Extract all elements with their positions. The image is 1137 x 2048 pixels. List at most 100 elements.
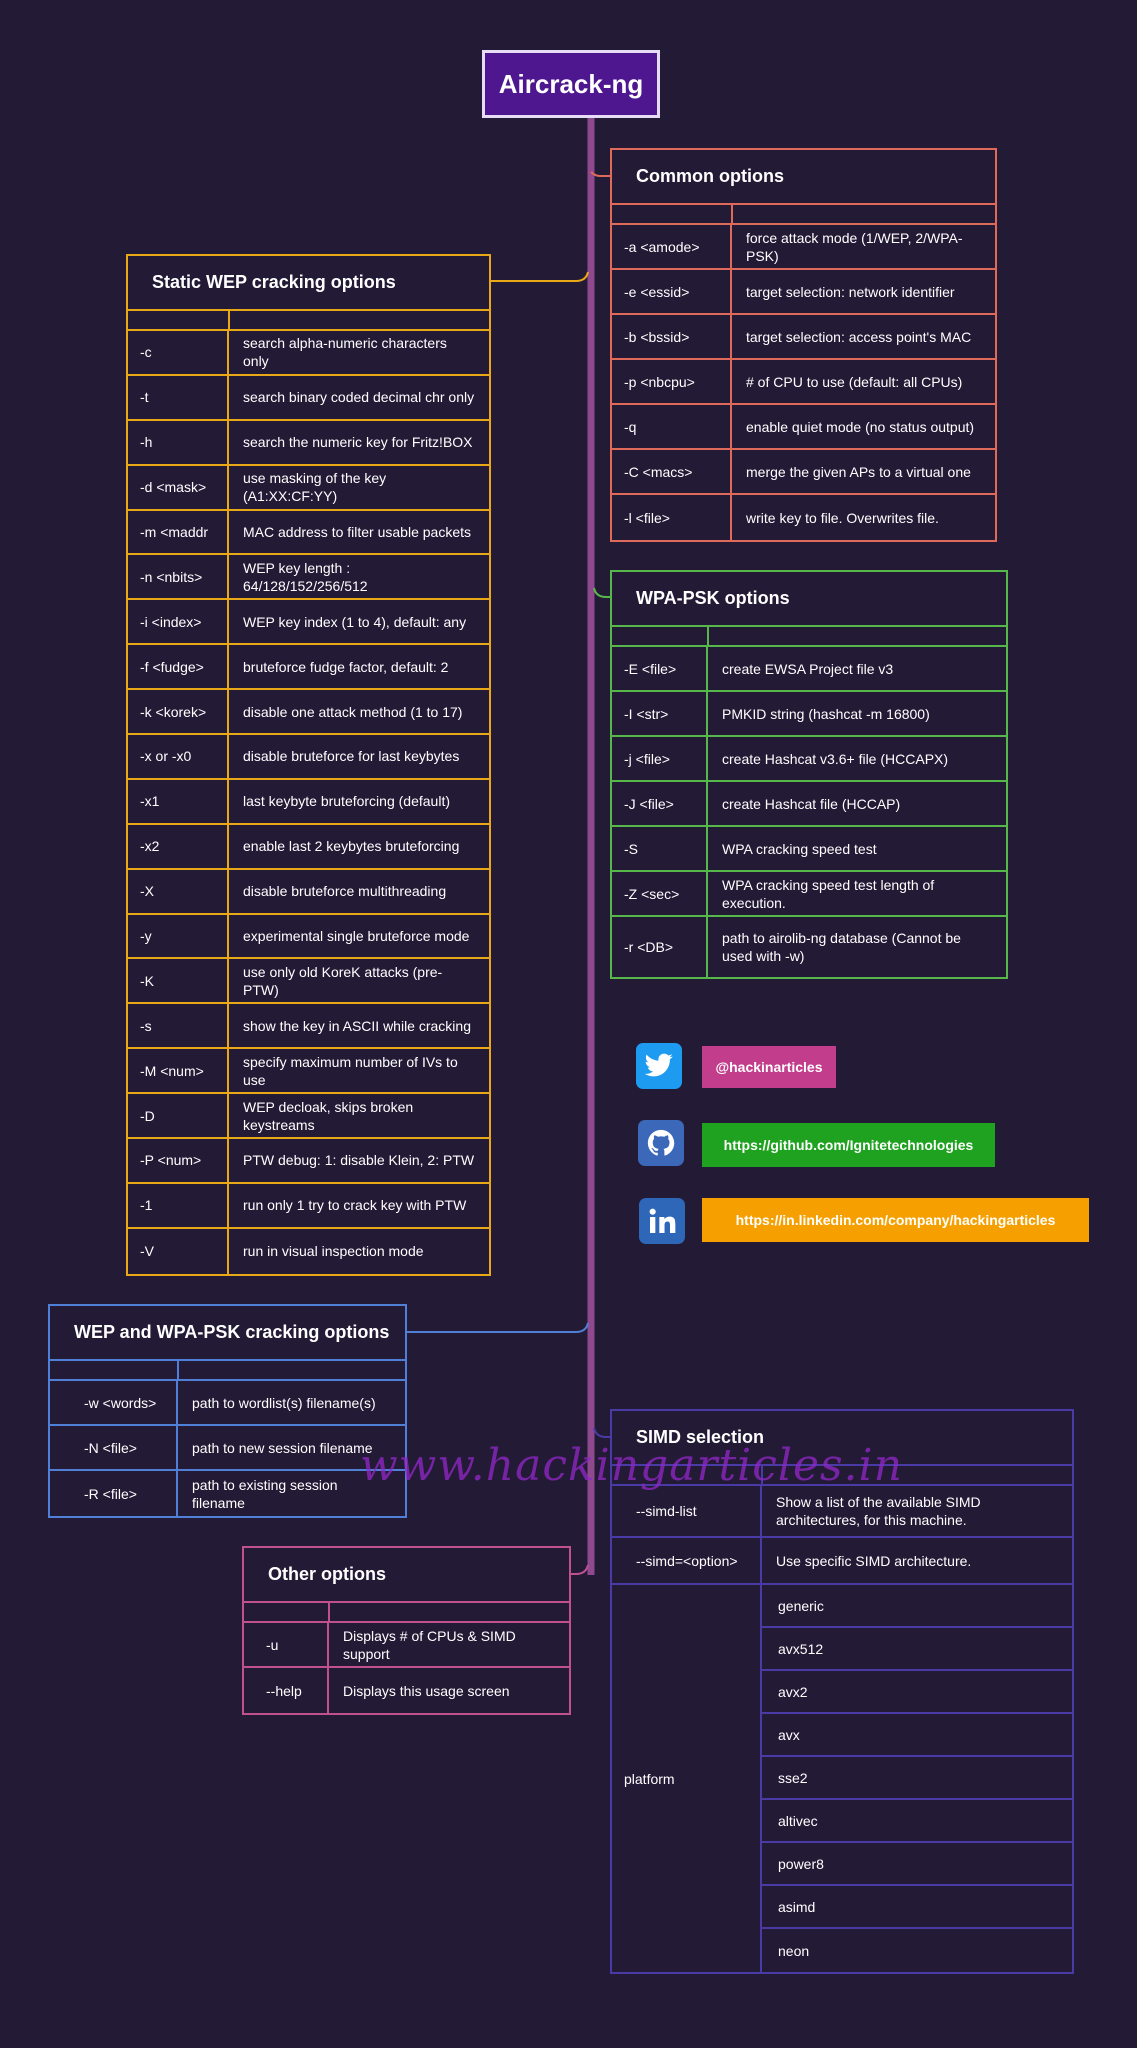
option-row: -n <nbits> WEP key length : 64/128/152/25… (128, 555, 489, 601)
option-flag: -d <mask> (128, 465, 229, 509)
option-flag: -e <essid> (612, 270, 732, 313)
option-row: -h search the numeric key for Fritz!BOX (128, 420, 489, 466)
platform-item: sse2 (762, 1757, 1072, 1800)
linkedin-link[interactable]: https://in.linkedin.com/company/hackinga… (702, 1198, 1089, 1242)
option-description: last keybyte bruteforcing (default) (243, 793, 450, 810)
option-row: -y experimental single bruteforce mode (128, 914, 489, 960)
option-flag: -b <bssid> (612, 315, 732, 358)
option-row: -S WPA cracking speed test (612, 827, 1006, 872)
option-flag: -y (128, 914, 229, 958)
option-row: -N <file> path to new session filename (50, 1426, 405, 1471)
twitter-icon[interactable] (636, 1043, 682, 1089)
watermark: www.hackingarticles.in (360, 1440, 903, 1491)
option-flag: -N <file> (50, 1426, 178, 1469)
option-flag: -a <amode> (612, 225, 732, 268)
option-description: # of CPU to use (default: all CPUs) (746, 373, 963, 390)
option-row: -X disable bruteforce multithreading (128, 869, 489, 915)
option-description: path to new session filename (192, 1439, 373, 1456)
option-description: path to wordlist(s) filename(s) (192, 1394, 376, 1411)
platform-item: generic (762, 1585, 1072, 1628)
option-row: -C <macs> merge the given APs to a virtua… (612, 450, 995, 495)
option-description: WPA cracking speed test (722, 840, 877, 857)
option-flag: -h (128, 420, 229, 464)
option-row: -x1 last keybyte bruteforcing (default) (128, 779, 489, 825)
option-description: Displays # of CPUs & SIMD support (343, 1627, 516, 1662)
option-description: target selection: network identifier (746, 283, 955, 300)
github-link[interactable]: https://github.com/Ignitetechnologies (702, 1123, 995, 1167)
platform-item: altivec (762, 1800, 1072, 1843)
option-description: enable quiet mode (no status output) (746, 418, 975, 435)
option-flag: -Z <sec> (612, 872, 708, 915)
simd-selection-panel: SIMD selection --simd-list Show a list of… (610, 1409, 1074, 1974)
option-row: --help Displays this usage screen (244, 1668, 569, 1713)
option-description: WEP key length : 64/128/152/256/512 (243, 559, 368, 594)
option-description: search binary coded decimal chr only (243, 389, 475, 406)
option-row: -V run in visual inspection mode (128, 1228, 489, 1274)
other-options-title: Other options (244, 1548, 569, 1603)
option-description: PMKID string (hashcat -m 16800) (722, 705, 930, 722)
option-row: -1 run only 1 try to crack key with PTW (128, 1183, 489, 1229)
option-row: -l <file> write key to file. Overwrites … (612, 495, 995, 540)
option-flag: -V (128, 1228, 229, 1274)
option-description: PTW debug: 1: disable Klein, 2: PTW (243, 1152, 475, 1169)
root-node-title: Aircrack-ng (482, 50, 660, 118)
option-description: Displays this usage screen (343, 1682, 510, 1699)
option-description: disable one attack method (1 to 17) (243, 703, 463, 720)
option-flag: -P <num> (128, 1139, 229, 1182)
option-flag: -D (128, 1094, 229, 1138)
option-row: --simd-list Show a list of the available … (612, 1486, 1072, 1538)
option-row: -E <file> create EWSA Project file v3 (612, 647, 1006, 692)
option-row: -x or -x0 disable bruteforce for last key… (128, 735, 489, 780)
option-description: search the numeric key for Fritz!BOX (243, 434, 473, 451)
option-description: Use specific SIMD architecture. (776, 1552, 972, 1569)
option-flag: -k <korek> (128, 690, 229, 734)
option-row: -u Displays # of CPUs & SIMD support (244, 1623, 569, 1668)
github-icon[interactable] (638, 1120, 684, 1166)
option-flag: --simd=<option> (612, 1538, 762, 1583)
option-row: -d <mask> use masking of the key (A1:XX:C… (128, 465, 489, 511)
twitter-handle-link[interactable]: @hackinarticles (702, 1046, 836, 1088)
option-description: disable bruteforce multithreading (243, 883, 447, 900)
option-row: -i <index> WEP key index (1 to 4), defaul… (128, 600, 489, 646)
option-flag: -t (128, 375, 229, 419)
option-flag: -l <file> (612, 495, 732, 540)
option-flag: --simd-list (612, 1486, 762, 1536)
option-description: write key to file. Overwrites file. (746, 509, 939, 526)
platform-item: asimd (762, 1886, 1072, 1929)
static-wep-title: Static WEP cracking options (128, 256, 489, 311)
option-row: -j <file> create Hashcat v3.6+ file (HCCA… (612, 737, 1006, 782)
option-flag: -q (612, 405, 732, 448)
option-row: -Z <sec> WPA cracking speed test length o… (612, 872, 1006, 917)
option-row: -R <file> path to existing session filena… (50, 1471, 405, 1516)
option-description: Show a list of the available SIMD archit… (776, 1494, 981, 1528)
option-row: -k <korek> disable one attack method (1 t… (128, 690, 489, 736)
option-flag: -K (128, 959, 229, 1003)
option-row: -c search alpha-numeric characters only (128, 331, 489, 376)
option-row: -m <maddr MAC address to filter usable pa… (128, 510, 489, 556)
platform-item: avx512 (762, 1628, 1072, 1671)
option-description: disable bruteforce for last keybytes (243, 748, 460, 765)
option-description: create EWSA Project file v3 (722, 660, 894, 677)
option-row: -q enable quiet mode (no status output) (612, 405, 995, 450)
option-row: -f <fudge> bruteforce fudge factor, defau… (128, 645, 489, 691)
option-description: WEP decloak, skips broken keystreams (243, 1098, 414, 1133)
option-description: run only 1 try to crack key with PTW (243, 1197, 467, 1214)
wep-wpa-title: WEP and WPA-PSK cracking options (50, 1306, 405, 1361)
option-description: path to airolib-ng database (Cannot be u… (722, 930, 961, 964)
option-description: show the key in ASCII while cracking (243, 1017, 471, 1034)
option-row: -I <str> PMKID string (hashcat -m 16800) (612, 692, 1006, 737)
simd-selection-title: SIMD selection (612, 1411, 1072, 1466)
option-description: MAC address to filter usable packets (243, 524, 471, 540)
option-description: experimental single bruteforce mode (243, 928, 470, 945)
option-flag: -R <file> (50, 1471, 178, 1516)
option-row: -x2 enable last 2 keybytes bruteforcing (128, 824, 489, 870)
option-row: -J <file> create Hashcat file (HCCAP) (612, 782, 1006, 827)
wpa-psk-title: WPA-PSK options (612, 572, 1006, 627)
option-row: -b <bssid> target selection: access point… (612, 315, 995, 360)
option-row: -D WEP decloak, skips broken keystreams (128, 1094, 489, 1140)
option-flag: -s (128, 1004, 229, 1048)
linkedin-icon[interactable] (639, 1198, 685, 1244)
option-flag: -i <index> (128, 600, 229, 644)
platform-item: neon (778, 1942, 810, 1959)
